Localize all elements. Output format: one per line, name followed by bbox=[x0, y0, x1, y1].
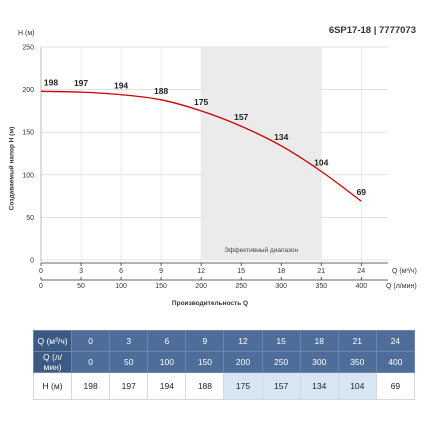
y-tick-label: 250 bbox=[22, 45, 34, 52]
table-cell: 3 bbox=[109, 330, 149, 352]
data-label: 198 bbox=[44, 77, 58, 87]
table-cell: 400 bbox=[375, 351, 416, 373]
effective-range-layer: Эффективный диапазон bbox=[201, 47, 322, 260]
x-tick-label-m3h: 18 bbox=[277, 268, 285, 275]
table-row-label: Q (м³/ч) bbox=[32, 330, 73, 352]
data-label: 104 bbox=[314, 157, 328, 167]
data-label: 134 bbox=[274, 132, 288, 142]
x-tick-label-m3h: 21 bbox=[317, 268, 325, 275]
x-tick-label-lmin: 250 bbox=[235, 283, 247, 290]
x-tick-label-m3h: 6 bbox=[119, 268, 123, 275]
x-tick-label-m3h: 15 bbox=[237, 268, 245, 275]
x-tick-label-m3h: 3 bbox=[79, 268, 83, 275]
table-row-label: Q (л/мин) bbox=[32, 351, 73, 373]
table-cell: 350 bbox=[337, 351, 377, 373]
table-cell: 175 bbox=[223, 372, 263, 400]
y-axis-title: Создаваемый напор Н (м) bbox=[8, 126, 16, 211]
table-cell: 198 bbox=[71, 372, 111, 400]
data-label: 194 bbox=[114, 81, 128, 91]
x-tick-label-m3h: 9 bbox=[159, 268, 163, 275]
x-tick-label-lmin: 400 bbox=[355, 283, 367, 290]
table-cell: 157 bbox=[261, 372, 301, 400]
table-cell: 250 bbox=[261, 351, 301, 373]
data-label: 69 bbox=[357, 187, 367, 197]
x-unit-label-m3h: Q (м³/ч) bbox=[392, 268, 417, 275]
x-tick-label-lmin: 0 bbox=[39, 283, 43, 290]
data-label: 188 bbox=[154, 86, 168, 96]
table-cell: 21 bbox=[337, 330, 377, 352]
table-cell: 100 bbox=[147, 351, 187, 373]
x-tick-label-m3h: 24 bbox=[357, 268, 365, 275]
x-tick-label-lmin: 100 bbox=[115, 283, 127, 290]
table-cell: 6 bbox=[147, 330, 187, 352]
x-tick-label-lmin: 50 bbox=[77, 283, 85, 290]
table-row: Н (м) 198 197 194 188 175 157 134 104 69 bbox=[32, 372, 416, 400]
table-cell: 194 bbox=[147, 372, 187, 400]
table-cell: 197 bbox=[109, 372, 149, 400]
table-cell: 150 bbox=[185, 351, 225, 373]
model-title: 6SP17-18 | 7777073 bbox=[328, 25, 416, 36]
y-tick-label: 50 bbox=[26, 215, 34, 222]
x-axis-title: Производительность Q bbox=[171, 300, 249, 307]
effective-range-label: Эффективный диапазон bbox=[224, 246, 298, 254]
table-row: Q (м³/ч) 0 3 6 9 12 15 18 21 24 bbox=[32, 330, 416, 352]
table-cell: 15 bbox=[261, 330, 301, 352]
data-label-layer: 198 197 194 188 175 157 134 104 69 bbox=[44, 77, 366, 197]
y-tick-label: 100 bbox=[22, 172, 34, 179]
x-tick-label-m3h: 12 bbox=[197, 268, 205, 275]
y-unit-label: H (м) bbox=[18, 30, 34, 37]
series-line bbox=[40, 90, 362, 202]
data-label: 175 bbox=[194, 97, 208, 107]
table-cell: 104 bbox=[337, 372, 377, 400]
table-cell: 9 bbox=[185, 330, 225, 352]
table-cell: 188 bbox=[185, 372, 225, 400]
table-cell: 18 bbox=[299, 330, 339, 352]
table-cell: 12 bbox=[223, 330, 263, 352]
x-tick-label-m3h: 0 bbox=[39, 268, 43, 275]
table-cell: 0 bbox=[71, 330, 111, 352]
x-unit-label-lmin: Q (л/мин) bbox=[386, 283, 417, 290]
series-layer bbox=[40, 90, 362, 202]
y-tick-label: 200 bbox=[22, 87, 34, 94]
table-row-label: Н (м) bbox=[32, 372, 73, 400]
x-tick-label-lmin: 300 bbox=[275, 283, 287, 290]
table-row: Q (л/мин) 0 50 100 150 200 250 300 350 400 bbox=[32, 351, 416, 373]
table-cell: 200 bbox=[223, 351, 263, 373]
performance-table: Q (м³/ч) 0 3 6 9 12 15 18 21 24 Q (л/мин) 0 50 100 150… bbox=[32, 330, 416, 400]
table-cell: 69 bbox=[375, 372, 416, 400]
effective-range-band bbox=[201, 47, 322, 260]
y-tick-label: 150 bbox=[22, 130, 34, 137]
y-tick-label: 0 bbox=[30, 258, 34, 265]
x-tick-label-lmin: 350 bbox=[315, 283, 327, 290]
table-cell: 134 bbox=[299, 372, 339, 400]
x-tick-label-lmin: 150 bbox=[155, 283, 167, 290]
data-label: 157 bbox=[234, 112, 248, 122]
table-cell: 50 bbox=[109, 351, 149, 373]
x-tick-label-lmin: 200 bbox=[195, 283, 207, 290]
table-cell: 24 bbox=[375, 330, 416, 352]
table-cell: 0 bbox=[71, 351, 111, 373]
data-label: 197 bbox=[74, 78, 88, 88]
table-cell: 300 bbox=[299, 351, 339, 373]
